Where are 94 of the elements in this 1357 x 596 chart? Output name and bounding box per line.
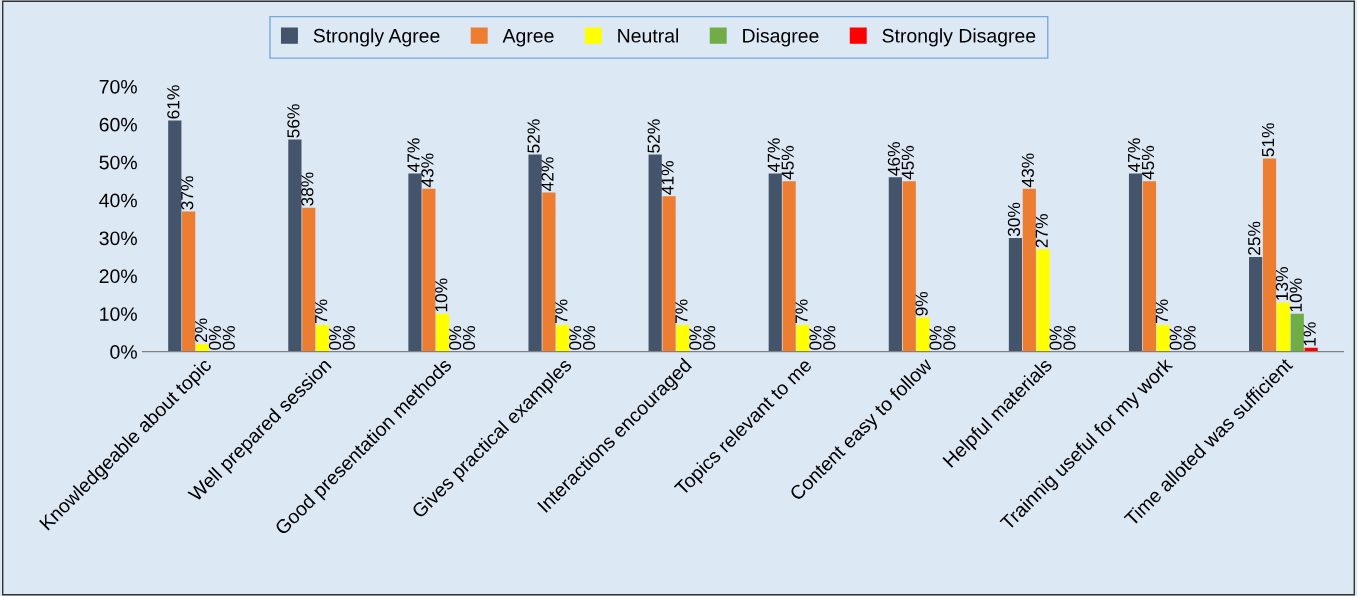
text: 0% [809,326,822,350]
bar [916,317,930,352]
text: 0% [1169,326,1182,350]
text: 1% [1303,322,1316,346]
text: 7% [315,299,328,324]
text: 0% [582,326,596,350]
text: 0% [703,326,716,350]
text: 52% [647,119,660,153]
legend-label: Disagree [743,28,819,47]
bar [168,120,182,352]
bar [1036,249,1050,352]
text: 47% [767,138,780,173]
text: 25% [1248,221,1261,255]
text: 30% [1007,202,1021,237]
bar [195,344,210,352]
text: 7% [555,299,568,324]
bar [316,325,330,352]
text: 46% [887,142,901,176]
bar [648,154,662,352]
bar [1276,302,1290,352]
bar [422,188,436,352]
bar [1022,188,1036,352]
text: 27% [1035,214,1048,248]
text: 0% [462,326,476,350]
text: 0% [823,326,836,350]
text: 0% [342,326,356,350]
text: 43% [1021,153,1034,188]
bar [408,173,422,352]
text: 45% [1141,145,1155,180]
bar [1142,181,1157,352]
legend-label: Neutral [618,28,679,43]
y-tick-label: 40% [99,193,137,208]
bar [556,325,570,352]
y-tick-label: 0% [110,345,137,359]
text: 45% [781,145,794,180]
text: 38% [301,172,314,206]
bar [768,173,782,352]
text: 0% [1183,326,1196,350]
bar [1008,237,1023,352]
y-tick-label: 70% [99,79,137,94]
bar [1156,325,1170,352]
text: 10% [435,278,448,312]
text: 0% [222,326,235,350]
text: 0% [1049,326,1062,350]
text: 0% [208,326,222,350]
text: 61% [167,85,180,119]
bar [902,181,916,352]
bar [1249,256,1263,352]
text: 0% [1063,326,1076,350]
text: 41% [661,161,674,195]
bar [1262,158,1277,352]
text: 2% [194,318,208,343]
text: 13% [1275,267,1289,300]
text: 47% [1127,138,1141,173]
text: 10% [1289,278,1302,312]
text: 52% [527,119,540,153]
bar [676,325,690,352]
y-tick-label: 60% [99,117,137,132]
bar [542,192,556,352]
text: 0% [448,326,462,350]
bar [528,154,542,352]
legend-label: Strongly Agree [313,28,440,47]
bar [1290,313,1304,352]
bar [662,196,676,352]
text: 0% [328,326,342,350]
text: 7% [795,299,808,324]
text: 42% [541,157,554,191]
text: 0% [569,326,582,350]
y-tick-label: 50% [99,155,137,170]
bar [782,181,796,352]
text: 45% [901,145,914,180]
text: 0% [689,326,702,350]
bar [1128,173,1143,352]
legend-label: Strongly Disagree [882,28,1036,47]
text: 0% [943,326,956,350]
text: 51% [1261,123,1275,157]
text: 47% [407,138,420,173]
bar [436,313,450,352]
text: 0% [929,326,942,350]
text: 7% [675,299,688,324]
text: 37% [181,176,194,210]
bar [182,211,196,352]
bar [796,325,810,352]
text: 56% [287,104,300,138]
text: 43% [421,153,434,188]
y-tick-label: 20% [99,269,137,284]
bar [288,139,302,352]
text: 9% [915,291,928,316]
y-tick-label: 30% [99,231,137,246]
bar [302,207,316,352]
text: 7% [1155,299,1168,324]
legend-label: Agree [502,29,554,47]
bar [888,177,902,352]
y-tick-label: 10% [100,307,137,321]
